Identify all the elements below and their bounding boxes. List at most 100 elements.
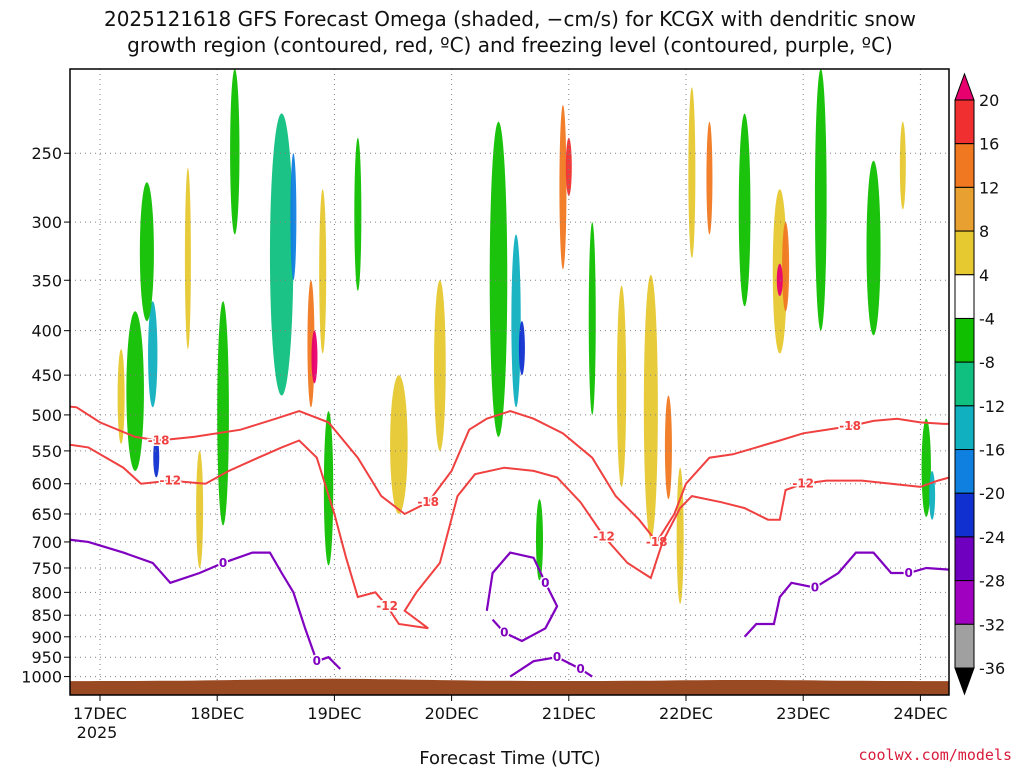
omega-blob: [616, 285, 627, 487]
x-year-label: 2025: [77, 723, 118, 742]
omega-blob: [664, 395, 672, 500]
colorbar-label: 12: [979, 178, 999, 197]
dgz-contour-label: -12: [159, 474, 181, 488]
dgz-contour-m12: [70, 439, 949, 630]
dendritic-growth-contours: -18-18-18-18-12-12-12-12: [70, 405, 949, 630]
omega-blob: [230, 69, 240, 235]
dgz-contour-label: -12: [376, 599, 398, 613]
omega-blob: [782, 222, 790, 312]
y-tick-label: 450: [31, 366, 62, 385]
omega-blob: [117, 349, 125, 444]
freezing-contour-label: 0: [576, 662, 584, 676]
dgz-contour-label: -18: [417, 495, 439, 509]
omega-blob: [899, 121, 906, 210]
omega-blob: [1017, 69, 1023, 182]
colorbar-label: -28: [979, 572, 1005, 591]
colorbar-label: -8: [979, 353, 995, 372]
omega-blob: [217, 301, 229, 526]
omega-blob: [319, 189, 327, 354]
x-tick-label: 22DEC: [659, 704, 713, 723]
omega-blob: [643, 274, 658, 540]
colorbar-swatch: [954, 186, 975, 232]
dgz-contour-label: -18: [839, 419, 861, 433]
colorbar-swatch: [954, 274, 975, 319]
omega-blob: [559, 104, 567, 270]
y-tick-label: 900: [31, 628, 62, 647]
colorbar: 20 16 12 8 4 -4 -8 -12 -16 -20 -24 -28 -32 -36: [954, 72, 1005, 696]
omega-blob: [196, 450, 204, 568]
x-tick-label: 17DEC: [73, 704, 127, 723]
y-tick-label: 950: [31, 648, 62, 667]
freezing-contour-label: 0: [541, 576, 549, 590]
credit-text: coolwx.com/models: [858, 746, 1012, 764]
x-axis-label: Forecast Time (UTC): [419, 748, 600, 768]
x-tick-label: 19DEC: [307, 704, 361, 723]
omega-shading: [117, 69, 1023, 604]
y-tick-label: 250: [31, 144, 62, 163]
y-tick-label: 800: [31, 583, 62, 602]
x-tick-label: 24DEC: [893, 704, 947, 723]
omega-blob: [676, 467, 684, 604]
x-tick-label: 21DEC: [542, 704, 596, 723]
colorbar-label: 20: [979, 91, 999, 110]
plot-background: [70, 69, 949, 695]
x-axis: 17DEC 18DEC 19DEC 20DEC 21DEC 22DEC 23DEC 24DEC: [73, 695, 947, 723]
freezing-contour: [70, 538, 342, 670]
y-tick-label: 400: [31, 322, 62, 341]
y-tick-label: 600: [31, 475, 62, 494]
colorbar-swatch: [954, 580, 975, 625]
omega-blob: [814, 69, 827, 331]
dgz-contour-label: -12: [593, 530, 615, 544]
colorbar-label: 4: [979, 266, 989, 285]
colorbar-swatch: [954, 99, 975, 145]
colorbar-swatch: [954, 143, 975, 188]
y-tick-label: 700: [31, 533, 62, 552]
colorbar-label: 16: [979, 135, 999, 154]
colorbar-swatch: [954, 536, 975, 582]
y-axis: 250 300 350 400 450 500 550 600 650 700 750 800 850 9…: [21, 144, 70, 687]
omega-blob: [535, 499, 544, 581]
y-tick-label: 850: [31, 606, 62, 625]
omega-blob: [148, 301, 158, 408]
colorbar-swatch: [954, 449, 975, 494]
colorbar-label: 8: [979, 222, 989, 241]
colorbar-swatch: [954, 230, 975, 276]
plot-frame: [69, 68, 950, 696]
freezing-contour-label: 0: [553, 650, 561, 664]
colorbar-label: -32: [979, 615, 1005, 634]
x-tick-label: 20DEC: [425, 704, 479, 723]
colorbar-label: -20: [979, 484, 1005, 503]
omega-blob: [434, 280, 446, 451]
y-tick-label: 300: [31, 213, 62, 232]
colorbar-bottom-arrow: [954, 667, 975, 696]
colorbar-swatch: [954, 492, 975, 538]
colorbar-label: -4: [979, 309, 995, 328]
terrain-area: [70, 678, 949, 695]
omega-blob: [390, 375, 408, 514]
omega-blob: [866, 160, 881, 336]
chart-title-line-1: 2025121618 GFS Forecast Omega (shaded, −…: [104, 7, 916, 31]
y-tick-label: 1000: [21, 668, 62, 687]
colorbar-swatch: [954, 623, 975, 669]
omega-blob: [688, 87, 696, 259]
omega-blob: [311, 330, 318, 384]
freezing-contour-label: 0: [905, 566, 913, 580]
omega-blob: [139, 182, 154, 322]
terrain-fill: [70, 678, 949, 695]
omega-blob: [518, 321, 525, 376]
omega-blob: [738, 113, 751, 307]
freezing-contour: [743, 551, 949, 638]
freezing-contour: [485, 551, 559, 643]
freezing-contour-label: 0: [219, 556, 227, 570]
omega-blob: [511, 234, 521, 408]
colorbar-swatch: [954, 405, 975, 451]
omega-blob: [929, 470, 936, 520]
omega-blob: [153, 436, 160, 478]
omega-blob: [354, 137, 362, 291]
dgz-contour-m18: [70, 405, 949, 544]
y-tick-label: 350: [31, 271, 62, 290]
omega-blob: [776, 263, 783, 297]
y-tick-label: 650: [31, 505, 62, 524]
colorbar-top-arrow: [954, 72, 975, 101]
